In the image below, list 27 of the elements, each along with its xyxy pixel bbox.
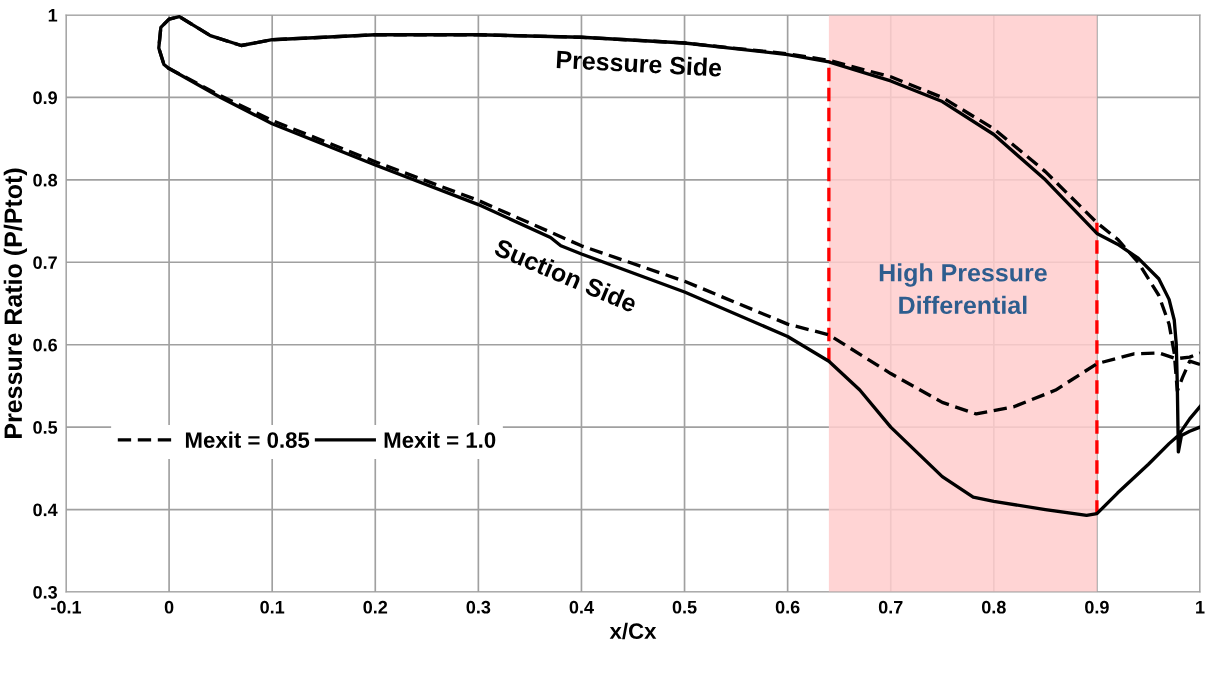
x-axis-title: x/Cx: [609, 622, 657, 640]
x-tick-label: 0.7: [878, 600, 903, 614]
y-tick-label: 0.9: [33, 91, 57, 105]
x-tick-label: 1: [1196, 601, 1205, 614]
y-tick-label: 0.3: [33, 585, 58, 599]
y-axis-title: Pressure Ratio (P/Ptot): [3, 168, 28, 438]
x-tick-label: 0.1: [260, 600, 285, 614]
x-tick-label: -0.1: [51, 600, 82, 614]
legend-label: Mexit = 1.0: [384, 431, 496, 448]
line-series: [157, 15, 1200, 518]
annotation: Pressure Side: [556, 49, 722, 77]
x-tick-label: 0.3: [466, 600, 491, 614]
x-tick-label: 0.9: [1085, 600, 1109, 614]
y-tick-label: 0.6: [33, 338, 58, 352]
x-tick-label: 0.6: [775, 600, 800, 614]
y-tick-label: 0.8: [33, 173, 58, 187]
y-tick-label: 1: [48, 9, 58, 22]
x-tick-label: 0.4: [569, 600, 594, 614]
legend-label: Mexit = 0.85: [185, 431, 310, 448]
x-tick-label: 0.5: [672, 600, 697, 614]
y-tick-label: 0.4: [33, 503, 58, 517]
band-label: High Pressure Differential: [879, 263, 1047, 315]
x-tick-label: 0.2: [363, 600, 388, 614]
y-tick-label: 0.5: [33, 421, 58, 434]
y-tick-label: 0.7: [33, 256, 57, 270]
x-tick-label: 0.8: [981, 600, 1006, 614]
x-tick-label: 0: [164, 600, 174, 614]
